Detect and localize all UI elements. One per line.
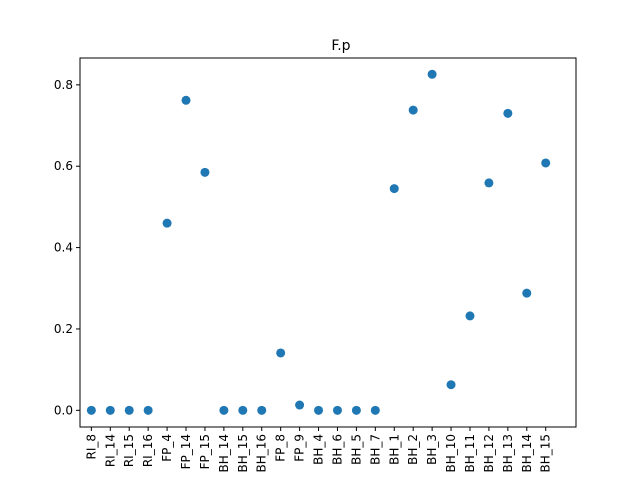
data-point xyxy=(238,405,248,415)
x-tick-label: BH_5 xyxy=(349,434,363,465)
data-point xyxy=(219,405,229,415)
chart-title: F.p xyxy=(331,38,350,54)
x-tick-label: BH_14 xyxy=(520,434,534,473)
x-tick-label: FP_14 xyxy=(179,434,193,469)
data-point xyxy=(162,218,172,228)
x-tick-label: BH_7 xyxy=(368,434,382,465)
data-point xyxy=(276,348,286,358)
data-point xyxy=(314,405,324,415)
x-tick-label: BH_12 xyxy=(482,434,496,473)
x-tick-label: RI_8 xyxy=(84,434,98,460)
x-tick-label: BH_1 xyxy=(387,434,401,465)
y-tick-label: 0.0 xyxy=(54,403,73,417)
y-tick-label: 0.6 xyxy=(54,159,73,173)
x-tick-label: RI_16 xyxy=(141,434,155,467)
data-point xyxy=(446,380,456,390)
data-point xyxy=(332,405,342,415)
data-point xyxy=(370,405,380,415)
y-tick-label: 0.4 xyxy=(54,241,73,255)
data-point xyxy=(257,405,267,415)
x-tick-label: FP_4 xyxy=(160,434,174,462)
x-tick-label: BH_13 xyxy=(501,434,515,473)
x-tick-label: BH_3 xyxy=(425,434,439,465)
data-point xyxy=(389,184,399,194)
data-point xyxy=(522,288,532,298)
x-tick-label: RI_14 xyxy=(103,434,117,467)
y-tick-label: 0.8 xyxy=(54,78,73,92)
x-tick-label: BH_15 xyxy=(539,434,553,473)
x-tick-label: BH_10 xyxy=(444,434,458,473)
data-point xyxy=(408,105,418,115)
x-tick-label: FP_8 xyxy=(274,434,288,462)
y-tick-label: 0.2 xyxy=(54,322,73,336)
data-point xyxy=(503,108,513,118)
data-point xyxy=(427,69,437,79)
x-tick-label: FP_9 xyxy=(293,434,307,462)
data-point xyxy=(541,158,551,168)
data-point xyxy=(86,405,96,415)
data-point xyxy=(200,167,210,177)
data-point xyxy=(105,405,115,415)
data-points xyxy=(86,69,551,415)
x-tick-label: BH_14 xyxy=(217,434,231,473)
data-point xyxy=(124,405,134,415)
data-point xyxy=(351,405,361,415)
x-tick-label: BH_2 xyxy=(406,434,420,465)
x-axis: RI_8 RI_14 RI_15 RI_16 FP_4 FP_14 FP_15 BH_14 BH… xyxy=(84,427,553,473)
y-axis: 0.0 0.2 0.4 0.6 0.8 xyxy=(54,78,80,417)
data-point xyxy=(181,95,191,105)
x-tick-label: RI_15 xyxy=(122,434,136,467)
x-tick-label: FP_15 xyxy=(198,434,212,469)
x-tick-label: BH_6 xyxy=(330,434,344,465)
data-point xyxy=(484,178,494,188)
data-point xyxy=(143,405,153,415)
x-tick-label: BH_15 xyxy=(236,434,250,473)
x-tick-label: BH_16 xyxy=(255,434,269,473)
x-tick-label: BH_4 xyxy=(312,434,326,465)
data-point xyxy=(465,311,475,321)
x-tick-label: BH_11 xyxy=(463,434,477,473)
data-point xyxy=(295,400,305,410)
plot-frame xyxy=(79,57,577,428)
